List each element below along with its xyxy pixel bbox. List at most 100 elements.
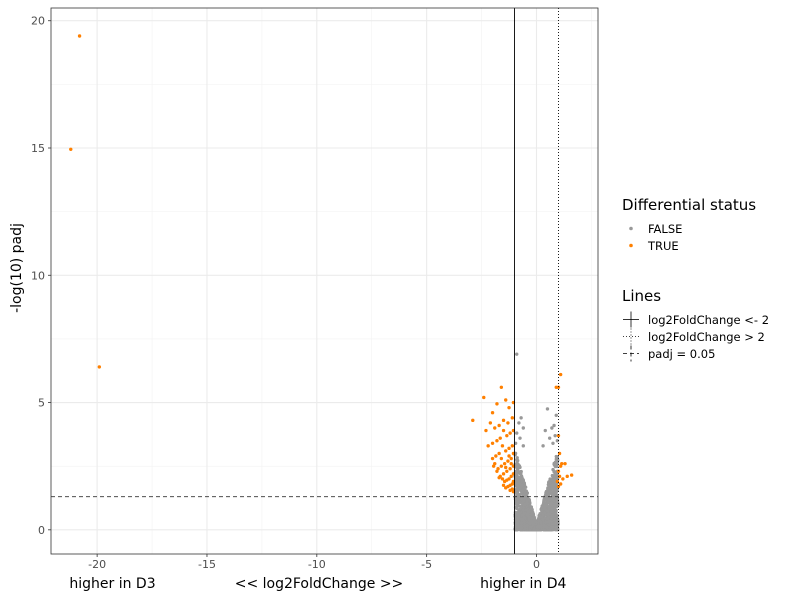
point-true	[554, 385, 558, 389]
point-false	[521, 508, 525, 512]
point-false	[546, 512, 550, 517]
x-axis-annotations: higher in D3 << log2FoldChange >> higher i…	[69, 576, 566, 592]
point-true	[507, 446, 511, 451]
point-false	[542, 523, 546, 527]
legend-key-dotted-line	[622, 328, 640, 345]
legend-item-dotted-line: log2FoldChange > 2	[622, 328, 769, 345]
point-false	[554, 514, 558, 518]
point-true	[569, 473, 574, 477]
point-false	[514, 482, 518, 486]
point-true	[496, 467, 500, 471]
point-false	[540, 508, 544, 512]
point-true	[501, 428, 506, 433]
point-true	[501, 472, 506, 476]
point-false	[554, 517, 559, 522]
point-false	[516, 513, 520, 517]
point-true	[509, 474, 513, 479]
point-false	[555, 439, 560, 443]
point-true	[500, 477, 505, 481]
legend-item-solid-line: log2FoldChange <- 2	[622, 311, 769, 328]
point-false	[544, 491, 549, 495]
legend-title-differential-status: Differential status	[622, 196, 757, 214]
legend-item-false: FALSE	[622, 220, 756, 237]
point-true	[495, 439, 499, 443]
point-true	[507, 454, 511, 458]
point-false	[542, 510, 547, 515]
point-false	[518, 470, 523, 474]
x-axis-annotation: higher in D4	[480, 576, 566, 592]
point-true	[502, 461, 507, 466]
point-false	[530, 510, 534, 514]
point-false	[547, 506, 552, 511]
point-true	[506, 421, 510, 425]
point-false	[550, 522, 554, 526]
point-false	[550, 514, 554, 519]
y-tick-label: 15	[31, 142, 45, 155]
point-true	[499, 385, 504, 389]
point-true	[501, 483, 506, 487]
point-false	[550, 473, 555, 478]
point-false	[554, 413, 558, 417]
point-false	[548, 527, 552, 531]
x-tick-label: -20	[88, 558, 106, 571]
x-axis-ticks: -20 -15 -10 -5 0	[88, 554, 540, 571]
point-false	[518, 436, 522, 440]
point-false	[543, 428, 547, 433]
point-false	[519, 504, 523, 508]
y-tick-label: 0	[38, 524, 45, 537]
point-false	[518, 465, 522, 470]
point-true	[494, 454, 498, 458]
point-false	[542, 506, 547, 511]
point-true	[558, 464, 563, 468]
point-false	[542, 504, 547, 508]
point-true	[495, 402, 499, 406]
point-false	[532, 515, 536, 519]
point-true	[508, 431, 512, 435]
point-true	[490, 441, 495, 445]
point-false	[514, 499, 518, 503]
point-false	[545, 407, 550, 411]
point-false	[528, 525, 533, 529]
point-false	[527, 516, 531, 520]
point-true	[504, 449, 508, 453]
point-true	[497, 475, 501, 480]
point-false	[516, 523, 520, 528]
point-false	[521, 444, 526, 448]
point-true	[77, 34, 82, 38]
point-false	[516, 500, 521, 505]
point-true	[504, 398, 508, 402]
y-tick-label: 20	[31, 15, 45, 28]
legend-differential-status: Differential status FALSE TRUE	[622, 196, 756, 254]
point-false	[541, 444, 545, 448]
point-false	[515, 431, 519, 435]
legend-label-dashed-line: padj = 0.05	[648, 346, 716, 361]
point-false	[518, 485, 523, 489]
point-false	[525, 499, 529, 503]
point-true	[558, 482, 563, 486]
point-false	[520, 513, 524, 517]
point-false	[543, 495, 547, 499]
point-false	[514, 527, 518, 532]
point-false	[550, 478, 555, 482]
point-false	[515, 466, 519, 470]
point-false	[522, 502, 527, 507]
point-false	[515, 352, 519, 356]
point-true	[556, 469, 561, 473]
x-axis-annotation: higher in D3	[69, 576, 155, 592]
point-true	[563, 461, 567, 466]
legend-item-true: TRUE	[622, 237, 756, 254]
point-true	[510, 416, 515, 420]
point-true	[497, 451, 501, 456]
point-false	[547, 436, 552, 440]
point-true	[499, 464, 504, 468]
gridlines	[51, 8, 598, 554]
point-false	[531, 512, 535, 517]
point-true	[508, 467, 512, 471]
point-false	[549, 501, 554, 506]
point-true	[97, 365, 102, 369]
point-false	[516, 475, 521, 479]
point-false	[517, 421, 521, 425]
point-false	[526, 509, 531, 514]
point-true	[502, 479, 507, 484]
point-true	[497, 423, 501, 428]
